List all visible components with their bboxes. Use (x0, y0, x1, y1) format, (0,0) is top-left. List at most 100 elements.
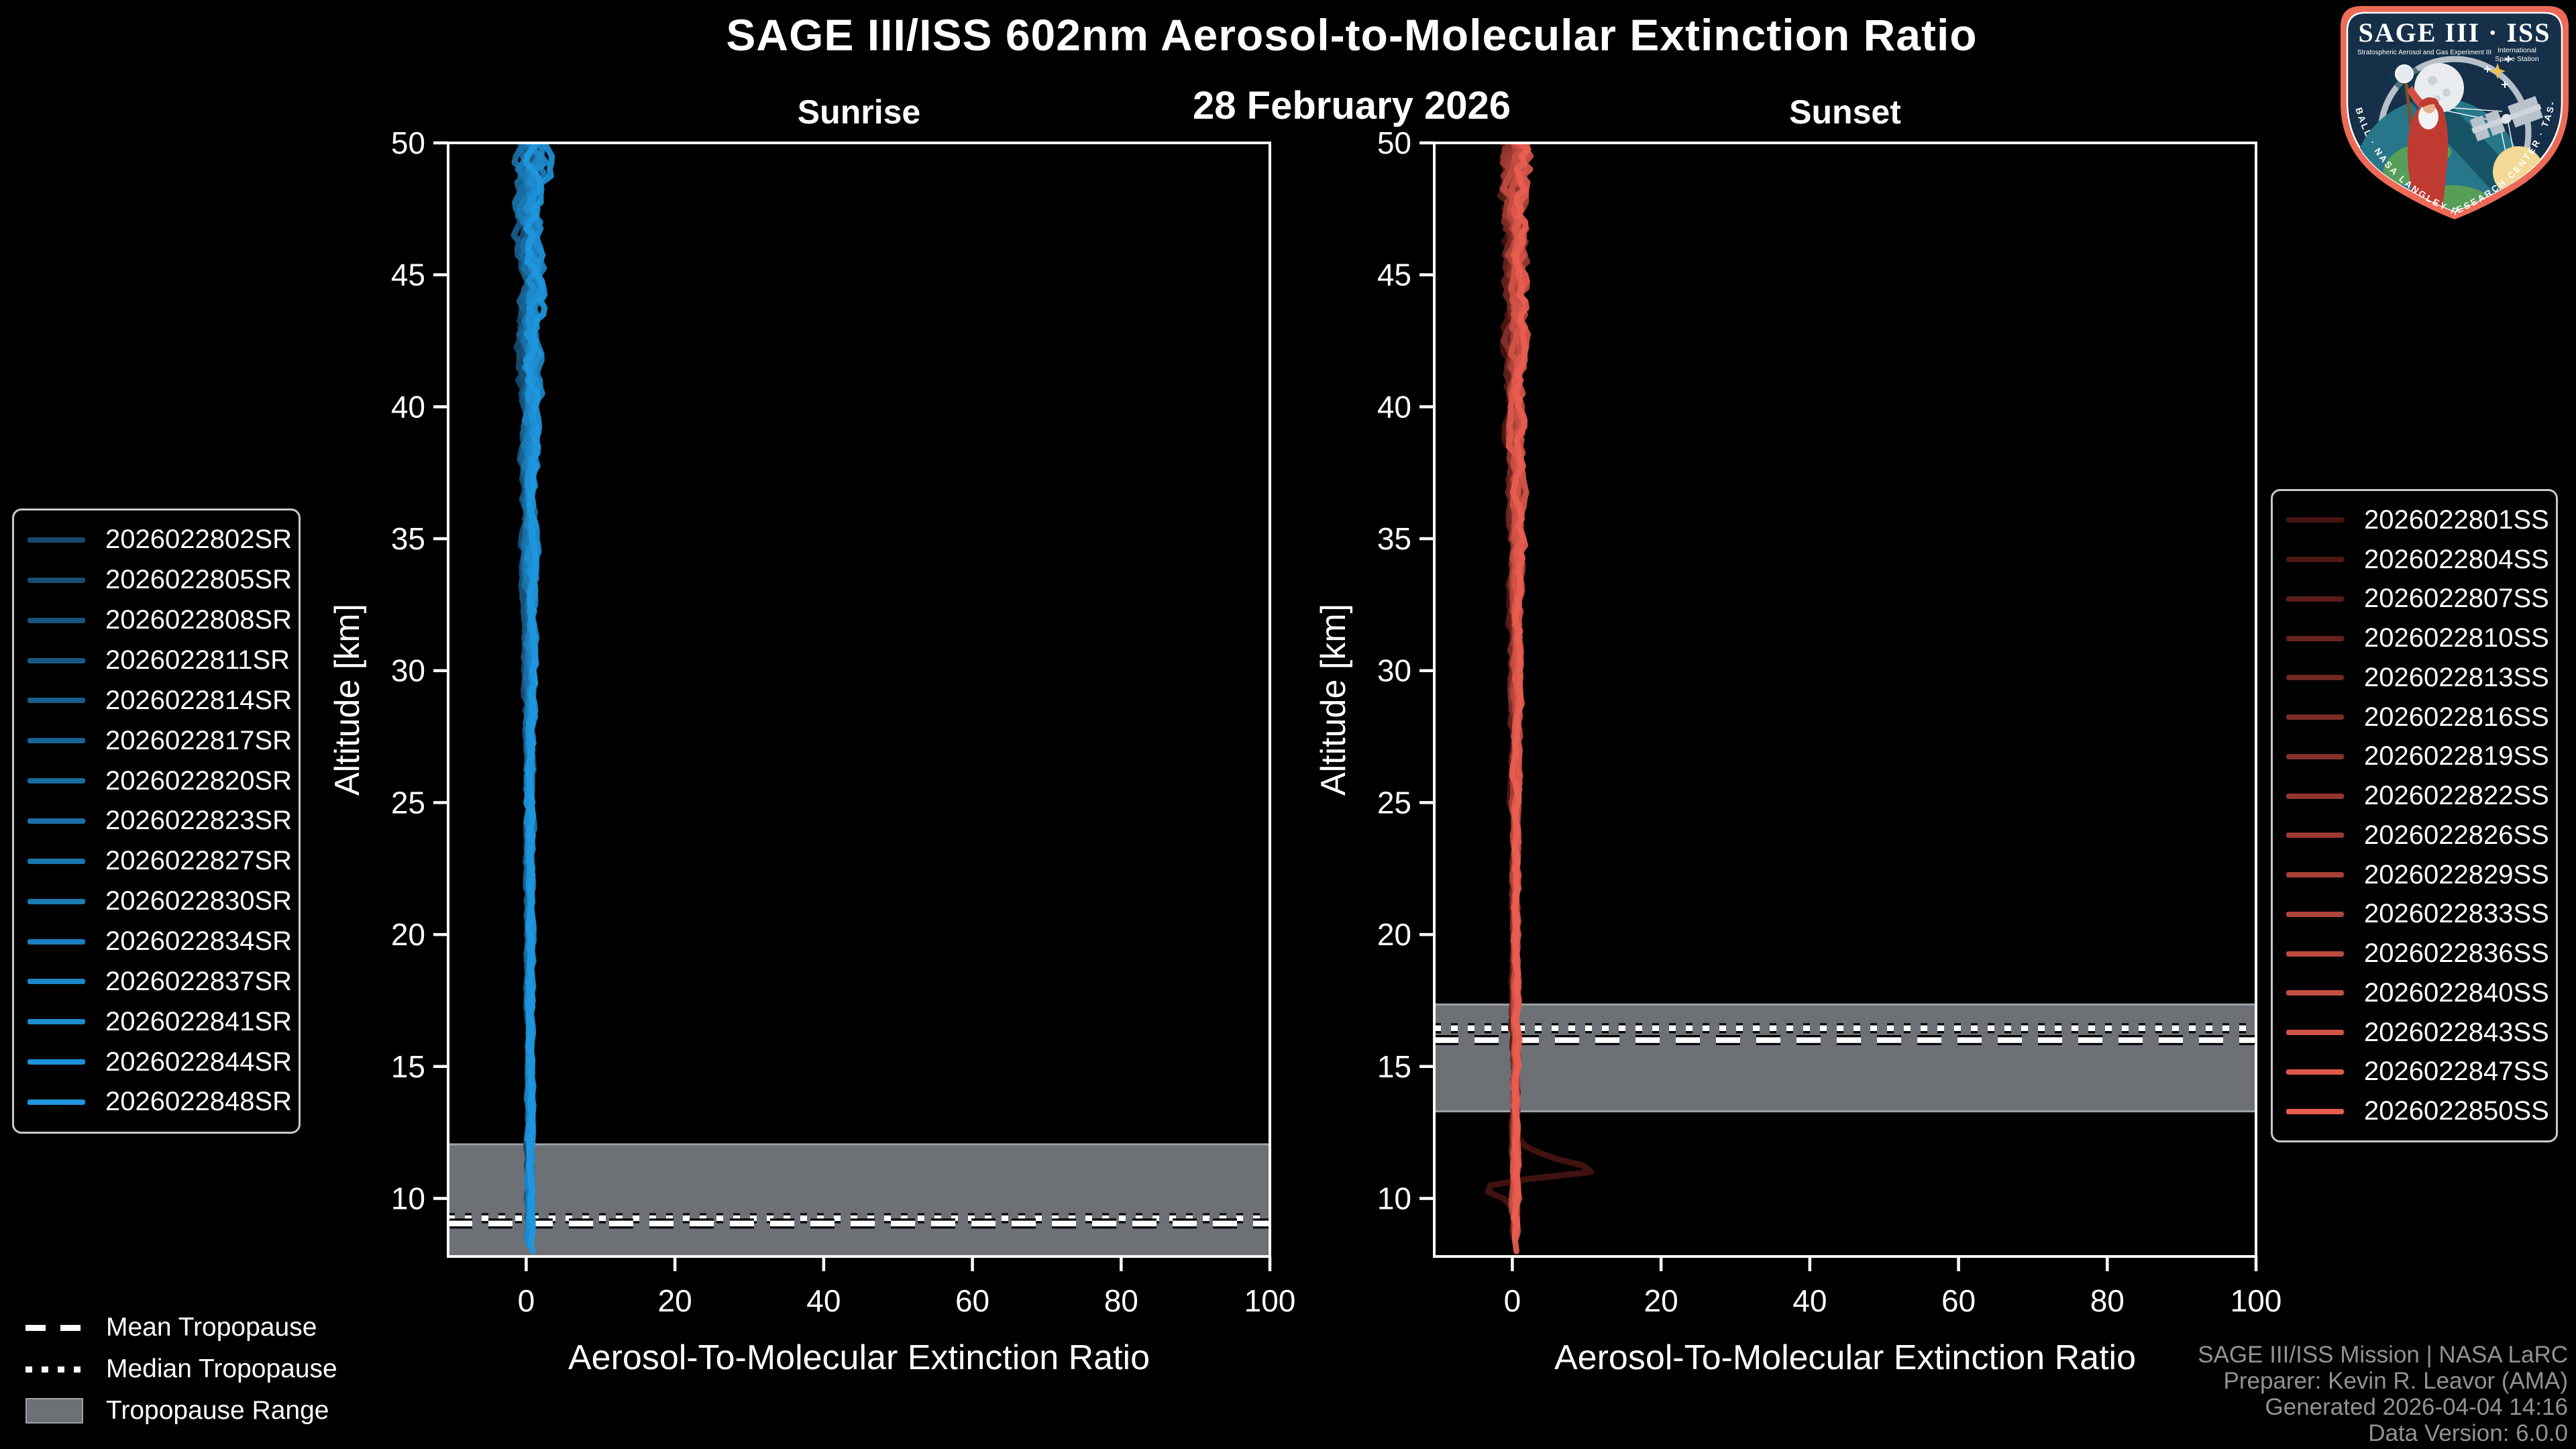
sunrise-profile-line (523, 143, 548, 1254)
sunrise-y-axis-label: Altitude [km] (328, 604, 367, 796)
tropopause-legend: Mean Tropopause Median Tropopause Tropop… (25, 1307, 441, 1432)
tropopause-range-swatch-icon (25, 1398, 83, 1424)
series-color-line-icon (28, 657, 85, 663)
sunrise-tropopause-range-band (448, 1144, 1270, 1256)
legend-item: 2026022802SR (28, 525, 292, 555)
sunrise-x-axis-label: Aerosol-To-Molecular Extinction Ratio (568, 1338, 1150, 1377)
series-event-id: 2026022847SS (2364, 1057, 2549, 1087)
x-axis-tick-label: 0 (518, 1283, 535, 1318)
legend-item: 2026022822SS (2286, 781, 2549, 811)
legend-item: 2026022844SR (28, 1047, 292, 1077)
x-axis-tick-label: 80 (1104, 1283, 1138, 1318)
logo-subtitle-right-2: Space Station (2495, 55, 2539, 63)
series-event-id: 2026022826SS (2364, 820, 2549, 850)
series-color-line-icon (2286, 951, 2344, 957)
attribution-mission: SAGE III/ISS Mission | NASA LaRC (2198, 1342, 2568, 1368)
series-color-line-icon (2286, 833, 2344, 839)
legend-item: 2026022820SR (28, 766, 292, 796)
series-event-id: 2026022820SR (105, 765, 292, 796)
legend-item: 2026022823SR (28, 806, 292, 836)
series-event-id: 2026022807SS (2364, 584, 2549, 614)
series-color-line-icon (2286, 793, 2344, 799)
legend-item: 2026022834SR (28, 926, 292, 957)
y-axis-tick-label: 25 (391, 785, 425, 820)
legend-item: 2026022801SS (2286, 505, 2549, 535)
legend-item: 2026022830SR (28, 886, 292, 916)
legend-item: 2026022826SS (2286, 820, 2549, 851)
series-color-line-icon (2286, 872, 2344, 878)
x-axis-tick-label: 100 (1244, 1283, 1296, 1318)
series-color-line-icon (28, 537, 85, 543)
sunset-axes: 0 20 40 60 80 100 50 45 40 35 30 25 20 15 10 Aerosol-To… (1314, 125, 2282, 1377)
mean-tropopause-label: Mean Tropopause (106, 1313, 317, 1342)
x-axis-tick-label: 0 (1504, 1283, 1521, 1318)
legend-item: 2026022819SS (2286, 741, 2549, 771)
logo-sage-figure (2395, 64, 2449, 211)
series-event-id: 2026022813SS (2364, 662, 2549, 692)
x-axis-tick-label: 20 (658, 1283, 692, 1318)
series-color-line-icon (2286, 1030, 2344, 1036)
series-event-id: 2026022811SR (105, 645, 290, 675)
legend-item: 2026022833SS (2286, 899, 2549, 929)
series-color-line-icon (2286, 911, 2344, 917)
median-tropopause-dot-icon (25, 1366, 83, 1373)
sunset-panel-title: Sunset (1789, 93, 1901, 131)
legend-item: 2026022811SR (28, 645, 290, 676)
logo-iss-icon (2469, 96, 2544, 142)
legend-item-median-tropopause: Median Tropopause (25, 1348, 441, 1390)
x-axis-tick-label: 80 (2090, 1283, 2125, 1318)
series-color-line-icon (2286, 753, 2344, 759)
x-axis-tick-label: 40 (1792, 1283, 1827, 1318)
series-event-id: 2026022822SS (2364, 781, 2549, 811)
series-color-line-icon (2286, 1069, 2344, 1075)
y-axis-tick-label: 15 (391, 1049, 425, 1084)
y-axis-tick-label: 35 (1377, 521, 1411, 556)
series-color-line-icon (28, 1019, 85, 1025)
legend-item: 2026022814SR (28, 686, 292, 716)
sunset-y-axis-label: Altitude [km] (1314, 604, 1353, 796)
legend-item: 2026022807SS (2286, 584, 2549, 614)
legend-item: 2026022829SS (2286, 860, 2549, 890)
logo-subtitle-right-1: International (2498, 46, 2536, 54)
sunset-profile-line (1509, 143, 1531, 1254)
series-event-id: 2026022841SR (105, 1006, 292, 1036)
series-event-id: 2026022844SR (105, 1046, 292, 1077)
attribution-generated: Generated 2026-04-04 14:16 (2265, 1394, 2568, 1420)
series-event-id: 2026022840SS (2364, 977, 2549, 1008)
y-axis-tick-label: 50 (1377, 125, 1411, 160)
y-axis-tick-label: 35 (391, 521, 425, 556)
tropopause-range-label: Tropopause Range (106, 1396, 329, 1425)
series-event-id: 2026022827SR (105, 846, 292, 876)
series-event-id: 2026022834SR (105, 926, 292, 957)
sunrise-plot-area (448, 143, 1270, 1256)
legend-item: 2026022850SS (2286, 1096, 2549, 1126)
logo-stars (2484, 56, 2512, 88)
legend-item: 2026022840SS (2286, 978, 2549, 1008)
legend-item: 2026022816SS (2286, 702, 2549, 733)
attribution-block: SAGE III/ISS Mission | NASA LaRC Prepare… (2198, 1342, 2568, 1446)
series-event-id: 2026022819SS (2364, 741, 2549, 771)
series-color-line-icon (28, 698, 85, 704)
sunset-tropopause-range-band (1434, 1004, 2256, 1112)
y-axis-tick-label: 40 (1377, 389, 1411, 424)
series-color-line-icon (28, 577, 85, 583)
logo-subtitle-left: Stratospheric Aerosol and Gas Experiment… (2357, 49, 2491, 56)
y-axis-tick-label: 25 (1377, 785, 1411, 820)
sunset-plot-area (1434, 143, 2256, 1254)
sunrise-panel-title: Sunrise (797, 93, 921, 131)
x-axis-tick-label: 60 (1941, 1283, 1976, 1318)
legend-item-tropopause-range: Tropopause Range (25, 1390, 441, 1432)
y-axis-tick-label: 45 (1377, 258, 1411, 292)
series-event-id: 2026022830SR (105, 886, 292, 916)
attribution-preparer: Preparer: Kevin R. Leavor (AMA) (2223, 1368, 2568, 1394)
series-color-line-icon (2286, 1108, 2344, 1114)
series-event-id: 2026022804SS (2364, 544, 2549, 574)
legend-item: 2026022827SR (28, 846, 292, 876)
logo-star-icon (2489, 63, 2506, 79)
y-axis-tick-label: 10 (391, 1181, 425, 1216)
series-event-id: 2026022814SR (105, 685, 292, 715)
series-color-line-icon (2286, 517, 2344, 523)
legend-item: 2026022836SS (2286, 938, 2549, 969)
y-axis-tick-label: 30 (1377, 653, 1411, 688)
